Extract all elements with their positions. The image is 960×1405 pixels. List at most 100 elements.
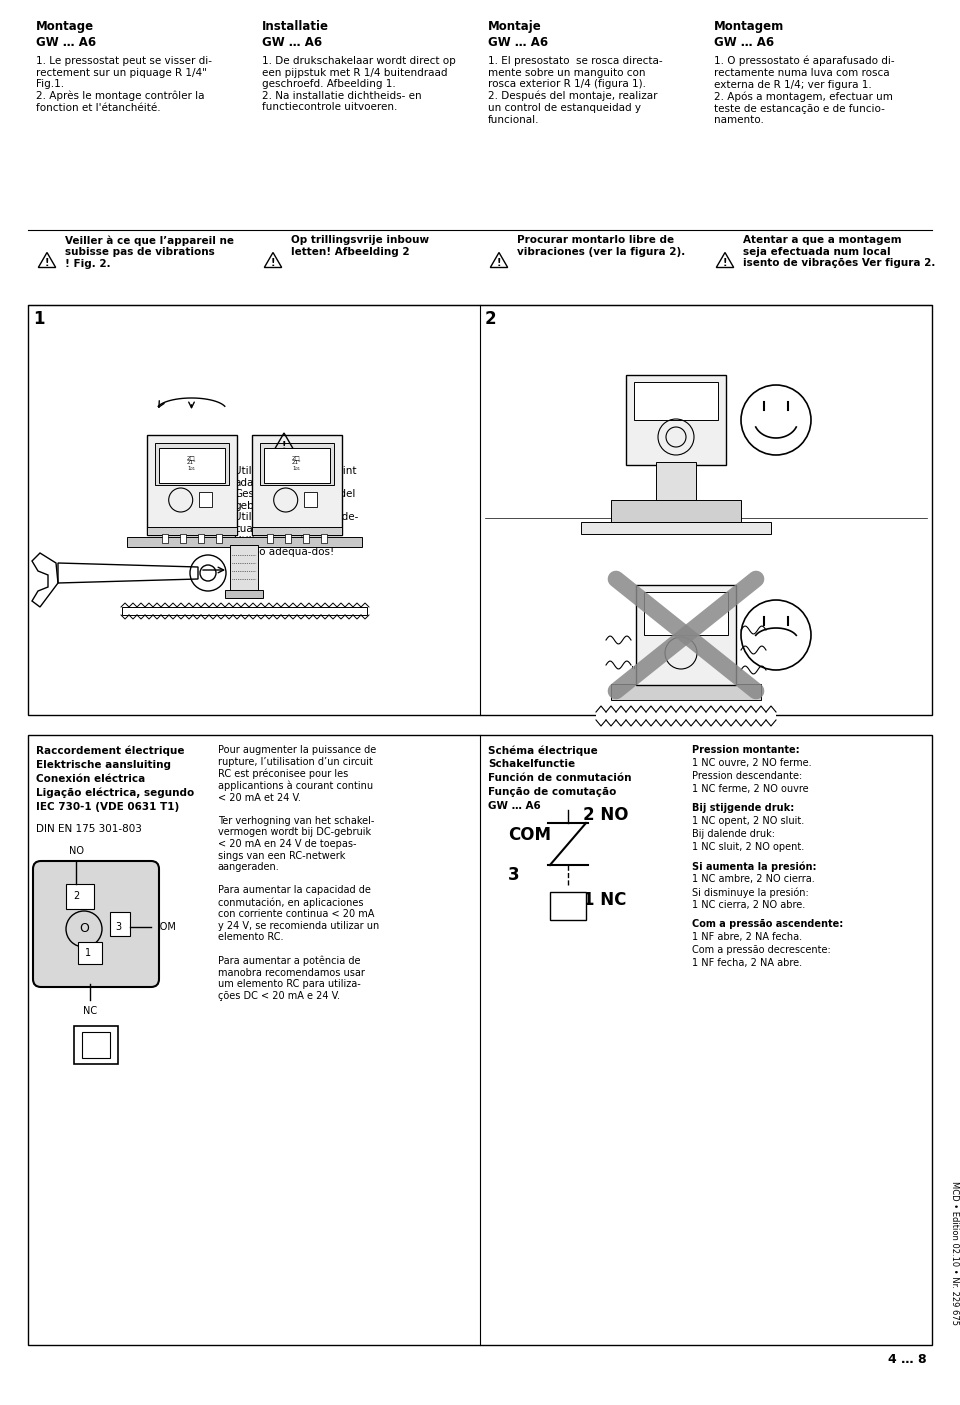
Bar (252, 436, 342, 535)
Bar (611, 500, 741, 523)
Text: 3: 3 (508, 865, 519, 884)
Bar (230, 545, 258, 590)
Text: 1 NC cierra, 2 NO abre.: 1 NC cierra, 2 NO abre. (692, 901, 805, 910)
Text: IEC 730-1 (VDE 0631 T1): IEC 730-1 (VDE 0631 T1) (36, 802, 180, 812)
Bar (321, 534, 326, 542)
Text: !: ! (45, 259, 49, 268)
Text: 1: 1 (33, 311, 44, 327)
Text: 2: 2 (73, 891, 79, 901)
Bar (302, 534, 308, 542)
Text: 1. O pressostato é aparafusado di-
rectamente numa luva com rosca
externa de R 1: 1. O pressostato é aparafusado di- recta… (714, 56, 895, 125)
Bar (581, 523, 771, 534)
Text: Atentar a que a montagem
seja efectuada num local
isento de vibrações Ver figura: Atentar a que a montagem seja efectuada … (743, 235, 935, 268)
Text: Função de comutação: Função de comutação (488, 787, 616, 797)
Text: 1 NC ouvre, 2 NO ferme.: 1 NC ouvre, 2 NO ferme. (692, 759, 812, 769)
Text: p: p (564, 899, 573, 913)
Text: 1 NC ferme, 2 NO ouvre: 1 NC ferme, 2 NO ouvre (692, 784, 809, 794)
Bar (550, 892, 586, 920)
Text: !: ! (281, 441, 286, 451)
Text: 1 NF abre, 2 NA fecha.: 1 NF abre, 2 NA fecha. (692, 932, 803, 941)
Text: Raccordement électrique: Raccordement électrique (36, 745, 184, 756)
Text: Op trillingsvrije inbouw
letten! Afbeelding 2: Op trillingsvrije inbouw letten! Afbeeld… (291, 235, 429, 257)
Text: 1 NC: 1 NC (583, 891, 626, 909)
Text: 1 NC ambre, 2 NO cierra.: 1 NC ambre, 2 NO cierra. (692, 874, 815, 884)
Bar (147, 527, 236, 535)
Text: GW … A6: GW … A6 (262, 37, 323, 49)
Text: '': '' (731, 663, 736, 674)
Bar (161, 534, 167, 542)
Text: Installatie: Installatie (262, 20, 329, 32)
Bar (199, 492, 212, 507)
Text: 1: 1 (84, 948, 91, 958)
Text: Bij dalende druk:: Bij dalende druk: (692, 829, 776, 839)
Text: Procurar montarlo libre de
vibraciones (ver la figura 2).: Procurar montarlo libre de vibraciones (… (517, 235, 685, 257)
Text: NO: NO (68, 846, 84, 856)
Text: Función de conmutación: Función de conmutación (488, 773, 632, 783)
Text: 1 NC opent, 2 NO sluit.: 1 NC opent, 2 NO sluit. (692, 816, 804, 826)
Bar (656, 462, 696, 500)
Text: GW … A6: GW … A6 (714, 37, 774, 49)
Bar (66, 884, 94, 909)
Text: Montaje: Montaje (488, 20, 541, 32)
Text: Schakelfunctie: Schakelfunctie (488, 759, 575, 769)
Text: 2□
21°
1₀₁: 2□ 21° 1₀₁ (292, 455, 301, 471)
Text: Schéma électrique: Schéma électrique (488, 745, 598, 756)
Bar (634, 382, 718, 420)
Bar (259, 443, 333, 485)
Text: 4 … 8: 4 … 8 (888, 1353, 927, 1366)
Bar (127, 537, 362, 547)
Text: Com a pressão ascendente:: Com a pressão ascendente: (692, 919, 844, 929)
FancyBboxPatch shape (33, 861, 159, 986)
Bar (180, 534, 185, 542)
Text: Si disminuye la presión:: Si disminuye la presión: (692, 887, 809, 898)
Text: Elektrische aansluiting: Elektrische aansluiting (36, 760, 171, 770)
Text: !: ! (496, 259, 501, 268)
Text: Ligação eléctrica, segundo: Ligação eléctrica, segundo (36, 788, 194, 798)
Text: Montagem: Montagem (714, 20, 784, 32)
Bar (303, 492, 317, 507)
Text: GW … A6: GW … A6 (488, 37, 548, 49)
Text: O: O (79, 923, 89, 936)
Bar (28, 305, 932, 715)
Bar (626, 375, 726, 465)
Text: '': '' (631, 665, 637, 674)
Text: Si aumenta la presión:: Si aumenta la presión: (692, 861, 817, 871)
Bar (284, 534, 291, 542)
Bar (78, 941, 102, 964)
Bar (110, 912, 130, 936)
Bar (147, 436, 236, 535)
Text: Veiller à ce que l’appareil ne
subisse pas de vibrations
! Fig. 2.: Veiller à ce que l’appareil ne subisse p… (65, 235, 234, 268)
Bar (263, 448, 329, 483)
Text: COM: COM (508, 826, 551, 844)
Text: '': '' (638, 677, 644, 687)
Text: 1 NC sluit, 2 NO opent.: 1 NC sluit, 2 NO opent. (692, 842, 804, 851)
Text: Bij stijgende druk:: Bij stijgende druk: (692, 804, 795, 813)
Bar (82, 1033, 110, 1058)
Bar (644, 592, 728, 635)
Text: 1. De drukschakelaar wordt direct op
een pijpstuk met R 1/4 buitendraad
geschroe: 1. De drukschakelaar wordt direct op een… (262, 56, 456, 112)
Bar (198, 534, 204, 542)
Text: !: ! (723, 259, 728, 268)
Text: DIN EN 175 301-803: DIN EN 175 301-803 (36, 823, 142, 835)
Text: 2□
21°
1₀₁: 2□ 21° 1₀₁ (186, 455, 197, 471)
Text: Pression descendante:: Pression descendante: (692, 771, 803, 781)
Bar (267, 534, 273, 542)
Text: GW … A6: GW … A6 (36, 37, 96, 49)
Bar (252, 527, 342, 535)
Bar (122, 607, 367, 615)
Text: COM: COM (154, 922, 177, 932)
Text: !: ! (271, 259, 276, 268)
Bar (611, 684, 761, 700)
Text: Montage: Montage (36, 20, 94, 32)
Bar (28, 735, 932, 1345)
Text: 1 NF fecha, 2 NA abre.: 1 NF fecha, 2 NA abre. (692, 958, 803, 968)
Text: 1. Le pressostat peut se visser di-
rectement sur un piquage R 1/4"
Fig.1.
2. Ap: 1. Le pressostat peut se visser di- rect… (36, 56, 212, 112)
Text: 1. El presostato  se rosca directa-
mente sobre un manguito con
rosca exterior R: 1. El presostato se rosca directa- mente… (488, 56, 662, 125)
Text: 2: 2 (485, 311, 496, 327)
Bar (158, 448, 225, 483)
Text: NC: NC (83, 1006, 97, 1016)
Bar (225, 590, 263, 599)
Text: GW … A6: GW … A6 (488, 801, 540, 811)
Text: MCD • Edition 02.10 • Nr. 229 675: MCD • Edition 02.10 • Nr. 229 675 (949, 1182, 958, 1325)
Bar (74, 1026, 118, 1064)
